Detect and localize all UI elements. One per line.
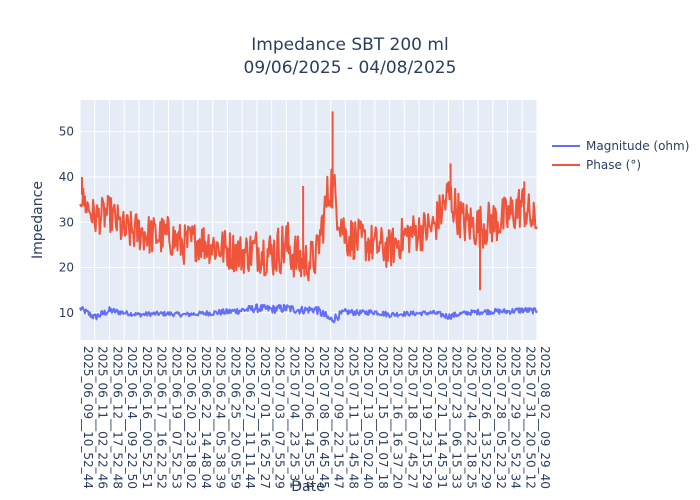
x-tick-label: 2025_06_09__10_52_44 (81, 346, 95, 489)
x-tick-label: 2025_07_15__01_07_18 (376, 346, 390, 489)
x-tick-label: 2025_07_23__06_15_33 (450, 346, 464, 489)
chart-subtitle: 09/06/2025 - 04/08/2025 (244, 58, 457, 78)
x-tick-label: 2025_06_27__11_11_44 (243, 346, 257, 489)
x-tick-label: 2025_07_18__07_45_27 (405, 346, 419, 489)
series-layer (79, 111, 538, 324)
series-line-0[interactable] (79, 303, 538, 324)
legend-item-magnitude[interactable]: Magnitude (ohm) (552, 139, 689, 153)
x-tick-label: 2025_07_16__16_37_20 (391, 346, 405, 489)
x-tick-label: 2025_07_19__23_15_29 (420, 346, 434, 489)
series-line-1[interactable] (79, 168, 538, 282)
x-tick-label: 2025_07_29__20_52_34 (509, 346, 523, 489)
x-tick-label: 2025_07_31__20_50_12 (523, 346, 537, 489)
x-tick-label: 2025_07_03__07_55_29 (273, 346, 287, 489)
x-tick-label: 2025_06_17__16_22_52 (155, 346, 169, 489)
y-tick-label: 40 (59, 170, 74, 184)
x-tick-label: 2025_06_22__14_48_04 (199, 346, 213, 489)
y-tick-labels: 10 20 30 40 50 (59, 125, 74, 320)
x-tick-label: 2025_07_21__14_45_31 (435, 346, 449, 489)
x-axis-title: Date (291, 479, 324, 495)
x-tick-label: 2025_07_26__13_52_29 (479, 346, 493, 489)
x-tick-label: 2025_08_02__09_29_40 (538, 346, 552, 489)
x-tick-label: 2025_07_28__05_22_32 (494, 346, 508, 489)
x-tick-label: 2025_06_19__07_52_53 (169, 346, 183, 489)
legend-label-phase: Phase (°) (586, 158, 641, 172)
x-tick-labels: 2025_06_09__10_52_44 2025_06_11__02_22_46… (81, 346, 552, 489)
x-tick-label: 2025_06_11__02_22_46 (96, 346, 110, 489)
x-tick-label: 2025_06_16__00_52_51 (140, 346, 154, 489)
legend-item-phase[interactable]: Phase (°) (552, 158, 641, 172)
y-tick-label: 50 (59, 125, 74, 139)
x-tick-label: 2025_07_01__16_25_27 (258, 346, 272, 489)
y-tick-label: 30 (59, 215, 74, 229)
x-tick-label: 2025_06_24__05_38_39 (214, 346, 228, 489)
x-tick-label: 2025_07_24__22_18_25 (464, 346, 478, 489)
x-tick-label: 2025_07_13__05_02_40 (361, 346, 375, 489)
x-tick-label: 2025_07_04__23_25_31 (287, 346, 301, 489)
x-tick-label: 2025_07_09__22_15_47 (332, 346, 346, 489)
x-tick-label: 2025_06_25__20_05_59 (228, 346, 242, 489)
x-tick-label: 2025_07_06__14_55_34 (302, 346, 316, 489)
chart-title: Impedance SBT 200 ml (251, 35, 448, 55)
x-tick-label: 2025_07_08__06_45_45 (317, 346, 331, 489)
x-tick-label: 2025_07_11__13_45_48 (346, 346, 360, 489)
y-axis-title: Impedance (30, 181, 46, 259)
x-tick-label: 2025_06_12__17_52_48 (110, 346, 124, 489)
x-tick-label: 2025_06_20__23_18_02 (184, 346, 198, 489)
y-tick-label: 10 (59, 306, 74, 320)
legend[interactable]: Magnitude (ohm) Phase (°) (552, 139, 689, 172)
y-tick-label: 20 (59, 261, 74, 275)
legend-label-magnitude: Magnitude (ohm) (586, 139, 689, 153)
x-tick-label: 2025_06_14__09_22_50 (125, 346, 139, 489)
